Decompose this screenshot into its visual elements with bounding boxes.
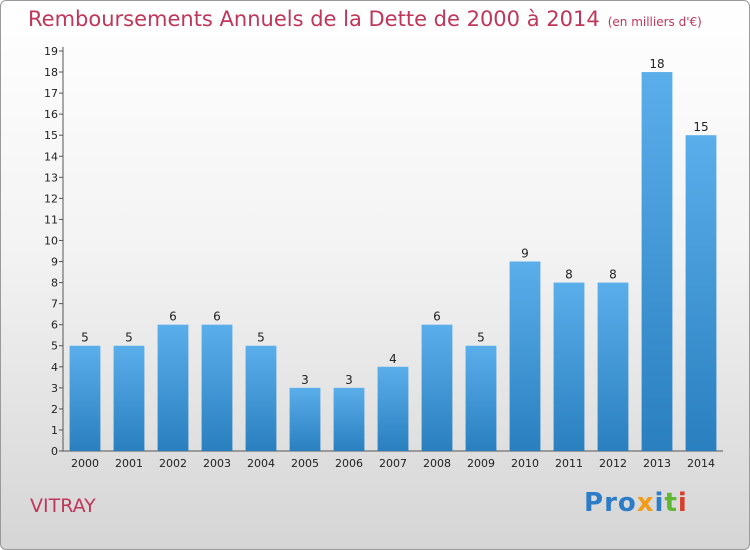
bar-2006 (333, 387, 365, 451)
x-tick-label-2006: 2006 (335, 457, 363, 470)
value-label-2008: 6 (433, 310, 441, 324)
x-tick-label-2000: 2000 (71, 457, 99, 470)
y-tick-label: 17 (44, 87, 58, 100)
value-label-2010: 9 (521, 247, 529, 261)
logo-letter: x (636, 488, 655, 518)
value-label-2004: 5 (257, 331, 265, 345)
y-tick-label: 16 (44, 108, 58, 121)
y-tick-label: 19 (44, 45, 58, 58)
y-tick-label: 4 (51, 361, 58, 374)
bar-2014 (685, 135, 717, 452)
bar-2003 (201, 324, 233, 451)
y-tick-label: 7 (51, 298, 58, 311)
x-tick-label-2008: 2008 (423, 457, 451, 470)
proxiti-logo: Proxiti (584, 488, 688, 518)
value-label-2013: 18 (649, 57, 664, 71)
y-tick-label: 2 (51, 403, 58, 416)
y-tick-label: 10 (44, 234, 58, 247)
bar-2002 (157, 324, 189, 451)
value-label-2014: 15 (693, 120, 708, 134)
y-tick-label: 8 (51, 277, 58, 290)
chart-title: Remboursements Annuels de la Dette de 20… (28, 7, 702, 31)
x-tick-label-2004: 2004 (247, 457, 275, 470)
y-tick-label: 0 (51, 445, 58, 458)
y-tick-label: 5 (51, 340, 58, 353)
x-tick-label-2012: 2012 (599, 457, 627, 470)
bar-2010 (509, 261, 541, 451)
value-label-2009: 5 (477, 331, 485, 345)
bar-2000 (69, 345, 101, 451)
value-label-2007: 4 (389, 352, 397, 366)
bar-2001 (113, 345, 145, 451)
bar-2004 (245, 345, 277, 451)
x-tick-label-2001: 2001 (115, 457, 143, 470)
value-label-2001: 5 (125, 331, 133, 345)
x-tick-label-2013: 2013 (643, 457, 671, 470)
logo-letter: o (617, 488, 637, 518)
x-tick-label-2010: 2010 (511, 457, 539, 470)
y-tick-label: 6 (51, 319, 58, 332)
value-label-2000: 5 (81, 331, 89, 345)
x-tick-label-2007: 2007 (379, 457, 407, 470)
bar-2008 (421, 324, 453, 451)
x-tick-label-2014: 2014 (687, 457, 715, 470)
y-tick-label: 15 (44, 129, 58, 142)
logo-letter: i (677, 488, 688, 518)
y-tick-label: 12 (44, 192, 58, 205)
y-tick-label: 14 (44, 150, 58, 163)
y-tick-label: 11 (44, 213, 58, 226)
chart-title-text: Remboursements Annuels de la Dette de 20… (28, 7, 600, 31)
value-label-2012: 8 (609, 268, 617, 282)
value-label-2006: 3 (345, 373, 353, 387)
logo-letter: i (654, 488, 665, 518)
value-label-2003: 6 (213, 310, 221, 324)
logo-letter: r (604, 488, 618, 518)
city-name: VITRAY (30, 495, 96, 517)
y-tick-label: 18 (44, 66, 58, 79)
y-tick-label: 13 (44, 171, 58, 184)
x-tick-label-2003: 2003 (203, 457, 231, 470)
x-tick-label-2005: 2005 (291, 457, 319, 470)
x-tick-label-2009: 2009 (467, 457, 495, 470)
bar-2007 (377, 366, 409, 451)
y-tick-label: 3 (51, 382, 58, 395)
y-tick-label: 9 (51, 256, 58, 269)
x-tick-label-2011: 2011 (555, 457, 583, 470)
value-label-2005: 3 (301, 373, 309, 387)
bar-2005 (289, 387, 321, 451)
bar-2009 (465, 345, 497, 451)
bar-2012 (597, 282, 629, 451)
chart-unit: (en milliers d'€) (607, 15, 702, 29)
y-tick-label: 1 (51, 424, 58, 437)
value-label-2002: 6 (169, 310, 177, 324)
bar-2011 (553, 282, 585, 451)
x-tick-label-2002: 2002 (159, 457, 187, 470)
bar-2013 (641, 72, 673, 451)
logo-letter: P (584, 488, 605, 518)
value-label-2011: 8 (565, 268, 573, 282)
logo-letter: t (664, 488, 678, 518)
